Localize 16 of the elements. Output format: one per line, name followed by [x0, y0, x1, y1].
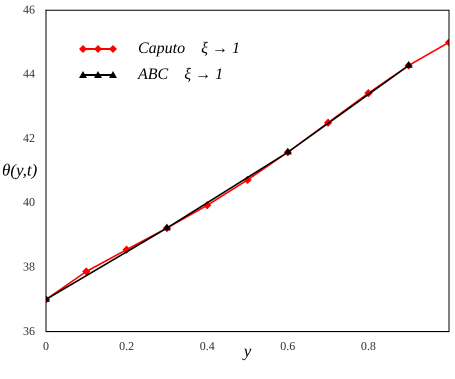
x-tick-label: 0.6	[280, 338, 296, 353]
y-tick-label: 46	[23, 2, 35, 16]
legend-label: ABC ξ → 1	[138, 66, 224, 84]
y-tick-label: 44	[23, 66, 35, 81]
y-axis-title: θ(y,t)	[2, 160, 38, 180]
x-tick-label: 0.2	[119, 338, 134, 353]
point	[82, 268, 90, 276]
y-tick-label: 36	[23, 324, 35, 338]
x-tick-label: 0	[43, 338, 49, 353]
y-tick-label: 40	[23, 195, 35, 210]
legend-label: Caputo ξ → 1	[138, 40, 240, 58]
y-tick-label: 42	[23, 130, 35, 145]
y-tick-label: 38	[23, 259, 35, 274]
x-axis-title: y	[242, 342, 252, 361]
x-tick-label: 0.8	[360, 338, 376, 353]
x-tick-label: 0.4	[200, 338, 215, 353]
